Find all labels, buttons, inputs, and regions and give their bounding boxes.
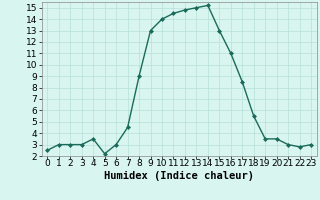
X-axis label: Humidex (Indice chaleur): Humidex (Indice chaleur) <box>104 171 254 181</box>
